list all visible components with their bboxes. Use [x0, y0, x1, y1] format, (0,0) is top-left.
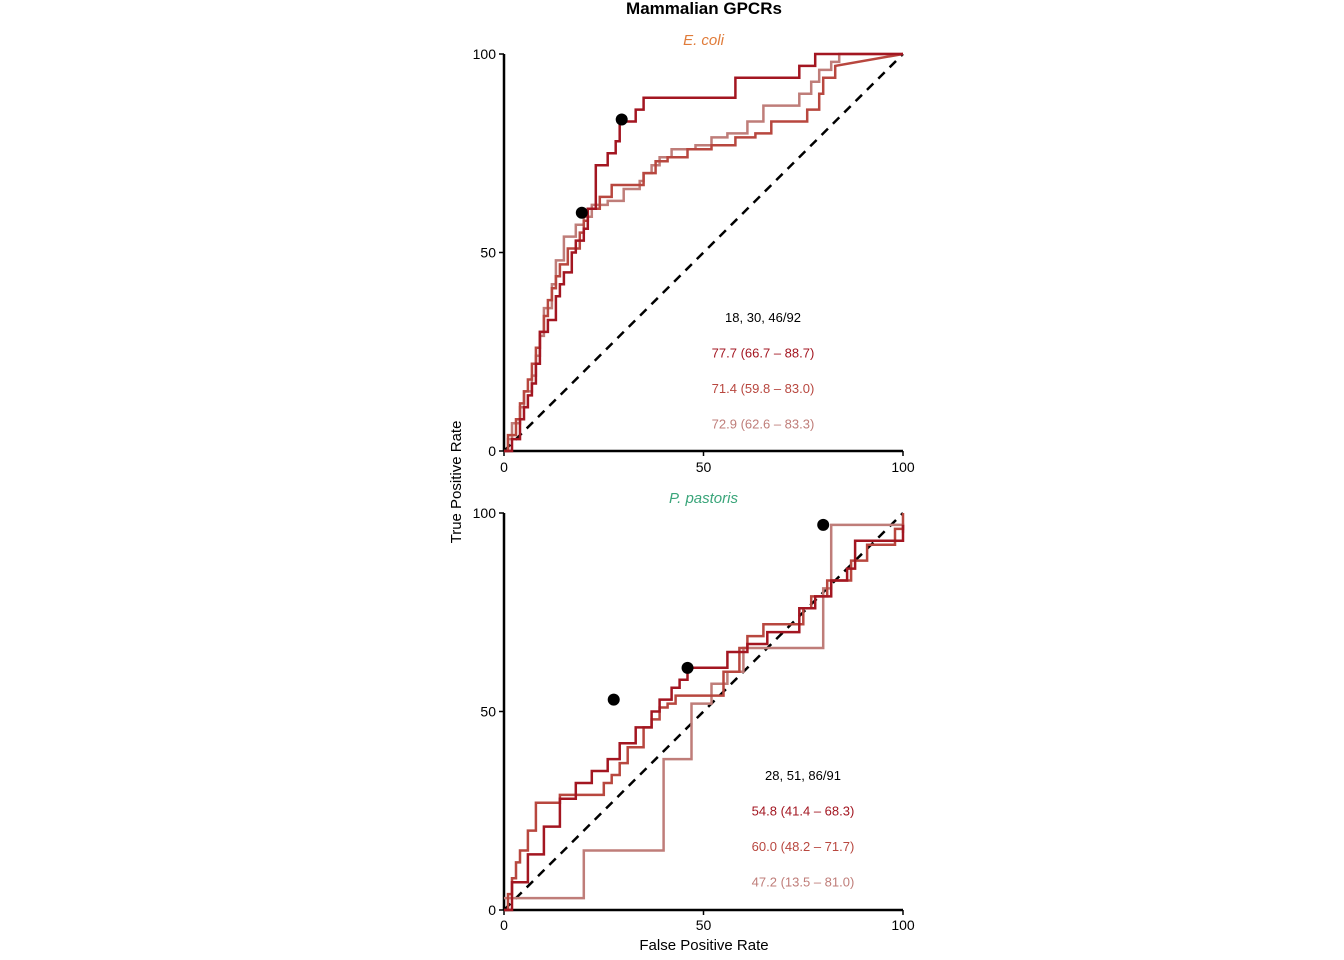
roc-curve-series-3 — [504, 523, 905, 900]
threshold-point — [575, 206, 588, 219]
auc-annotation-series-3: 72.9 (62.6 – 83.3) — [712, 417, 815, 432]
panel-ecoli: E. coli 0 50 100 0 50 100 18, 30, 46/92 77.7 (66… — [473, 32, 915, 475]
threshold-point — [681, 661, 694, 674]
threshold-point — [817, 518, 830, 531]
y-tick-label: 0 — [488, 902, 496, 918]
threshold-point — [607, 693, 620, 706]
y-tick-label: 50 — [480, 245, 496, 261]
y-tick-label: 100 — [473, 505, 497, 521]
panel-subtitle-ppastoris: P. pastoris — [669, 490, 738, 507]
auc-annotation-series-2: 60.0 (48.2 – 71.7) — [752, 839, 855, 854]
y-tick-label: 100 — [473, 46, 497, 62]
auc-annotation-series-1: 77.7 (66.7 – 88.7) — [712, 346, 815, 361]
roc-curve-series-1 — [504, 52, 903, 453]
y-axis-label: True Positive Rate — [448, 421, 465, 544]
panel-subtitle-ecoli: E. coli — [683, 32, 725, 49]
roc-curve-series-1 — [504, 524, 905, 912]
auc-annotation-series-2: 71.4 (59.8 – 83.0) — [712, 381, 815, 396]
auc-annotation-series-1: 54.8 (41.4 – 68.3) — [752, 804, 855, 819]
x-tick-label: 50 — [696, 459, 712, 475]
x-tick-label: 100 — [891, 459, 915, 475]
count-annotation: 18, 30, 46/92 — [725, 310, 801, 325]
count-annotation: 28, 51, 86/91 — [765, 768, 841, 783]
y-tick-label: 0 — [488, 443, 496, 459]
chance-diagonal-line — [503, 512, 904, 911]
threshold-point — [615, 113, 628, 126]
panel-ppastoris: P. pastoris 0 50 100 0 50 100 28, 51, 86/91 54.8… — [473, 490, 915, 933]
roc-curve-series-2 — [504, 52, 904, 453]
x-tick-label: 100 — [891, 917, 915, 933]
chart-title: Mammalian GPCRs — [626, 0, 782, 18]
y-tick-label: 50 — [480, 704, 496, 720]
auc-annotation-series-3: 47.2 (13.5 – 81.0) — [752, 875, 855, 890]
x-tick-label: 0 — [500, 917, 508, 933]
x-axis-label: False Positive Rate — [639, 937, 768, 954]
x-tick-label: 0 — [500, 459, 508, 475]
roc-curve-series-3 — [504, 52, 903, 453]
chance-diagonal-line — [503, 53, 904, 452]
x-tick-label: 50 — [696, 917, 712, 933]
